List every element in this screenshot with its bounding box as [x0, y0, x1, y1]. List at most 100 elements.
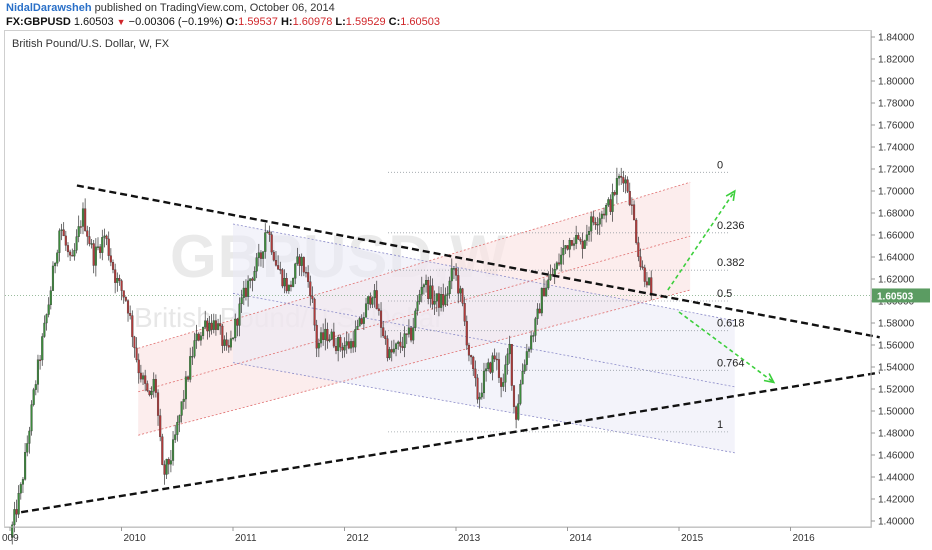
candle — [17, 493, 20, 515]
candle — [512, 385, 516, 407]
candle — [461, 288, 464, 304]
candle — [251, 278, 254, 281]
candle — [425, 280, 428, 285]
candle — [66, 245, 70, 253]
candle — [564, 245, 567, 249]
candle — [547, 279, 550, 289]
candle — [427, 280, 430, 299]
candle — [536, 308, 539, 319]
fib-level-label: 0 — [717, 159, 723, 171]
candle — [262, 251, 265, 259]
last-price-badge-label: 1.60503 — [877, 291, 914, 302]
y-tick-label: 1.74000 — [878, 143, 915, 154]
candle — [202, 327, 205, 336]
candle — [384, 335, 387, 339]
channel-mid-line — [138, 235, 691, 393]
low-label: L: — [335, 16, 346, 28]
candle — [324, 328, 327, 340]
candle — [154, 379, 157, 393]
publisher-line: NidalDarawsheh published on TradingView.… — [6, 2, 335, 14]
candle — [515, 406, 518, 420]
candle — [622, 177, 625, 184]
candle — [268, 231, 271, 235]
candle — [330, 331, 333, 340]
candle — [641, 266, 644, 269]
candle — [557, 262, 561, 265]
candle — [39, 359, 42, 361]
candle — [69, 251, 72, 256]
candle — [394, 343, 398, 350]
author-link[interactable]: NidalDarawsheh — [6, 2, 92, 14]
candle — [313, 298, 316, 326]
candle — [476, 377, 479, 400]
candle — [386, 338, 389, 359]
candle — [77, 226, 80, 237]
candle — [457, 275, 460, 294]
candle — [99, 246, 102, 253]
candle — [304, 272, 308, 274]
candle — [442, 294, 445, 305]
candle — [598, 218, 601, 225]
candle — [403, 333, 406, 348]
candle — [422, 284, 425, 288]
candle — [184, 376, 187, 400]
candle — [124, 296, 127, 301]
candle — [150, 391, 153, 396]
candle — [21, 479, 25, 485]
candle — [635, 219, 638, 243]
candle — [446, 293, 449, 296]
x-tick-label: 2011 — [235, 533, 257, 544]
triangle-bottom-line — [20, 371, 880, 514]
candle — [560, 254, 563, 265]
candle — [538, 308, 541, 314]
candle — [405, 333, 408, 335]
candle — [129, 313, 132, 316]
candle — [287, 284, 290, 292]
fib-level-label: 1 — [717, 419, 723, 431]
x-tick-label: 2012 — [347, 533, 370, 544]
candle — [530, 335, 533, 350]
candle — [431, 285, 434, 305]
candle — [266, 231, 269, 234]
price-change: −0.00306 (−0.19%) — [128, 16, 223, 28]
candle — [474, 368, 477, 379]
candle — [244, 287, 248, 297]
candle — [75, 236, 78, 251]
candle — [88, 236, 91, 244]
candle — [347, 341, 350, 349]
candle — [648, 277, 651, 286]
candle — [238, 303, 241, 326]
candle — [418, 294, 421, 302]
candle — [521, 371, 524, 385]
candle — [47, 304, 50, 315]
y-tick-label: 1.44000 — [878, 473, 915, 484]
y-tick-label: 1.48000 — [878, 429, 915, 440]
high-value: 1.60978 — [292, 16, 333, 28]
candle — [264, 232, 267, 252]
candle — [504, 364, 507, 383]
candle — [296, 256, 299, 264]
last-price-badge — [872, 288, 930, 303]
down-triangle-icon: ▼ — [116, 17, 126, 27]
candle — [204, 320, 207, 328]
candle — [236, 318, 239, 326]
candle — [326, 328, 329, 342]
candle — [562, 248, 565, 256]
candle — [283, 278, 286, 287]
fib-level-label: 0.382 — [717, 257, 745, 269]
candle — [71, 255, 74, 257]
candle — [356, 326, 359, 330]
candle — [412, 327, 415, 341]
forecast-up-arrow-head-icon — [725, 189, 736, 202]
candle — [307, 272, 310, 282]
y-tick-label: 1.58000 — [878, 319, 915, 330]
candle — [15, 509, 18, 515]
candle — [497, 359, 501, 378]
candle — [217, 323, 220, 330]
candle — [107, 238, 110, 256]
candle — [319, 332, 323, 344]
candle — [253, 271, 256, 281]
candle — [650, 277, 653, 296]
candle — [259, 252, 263, 259]
